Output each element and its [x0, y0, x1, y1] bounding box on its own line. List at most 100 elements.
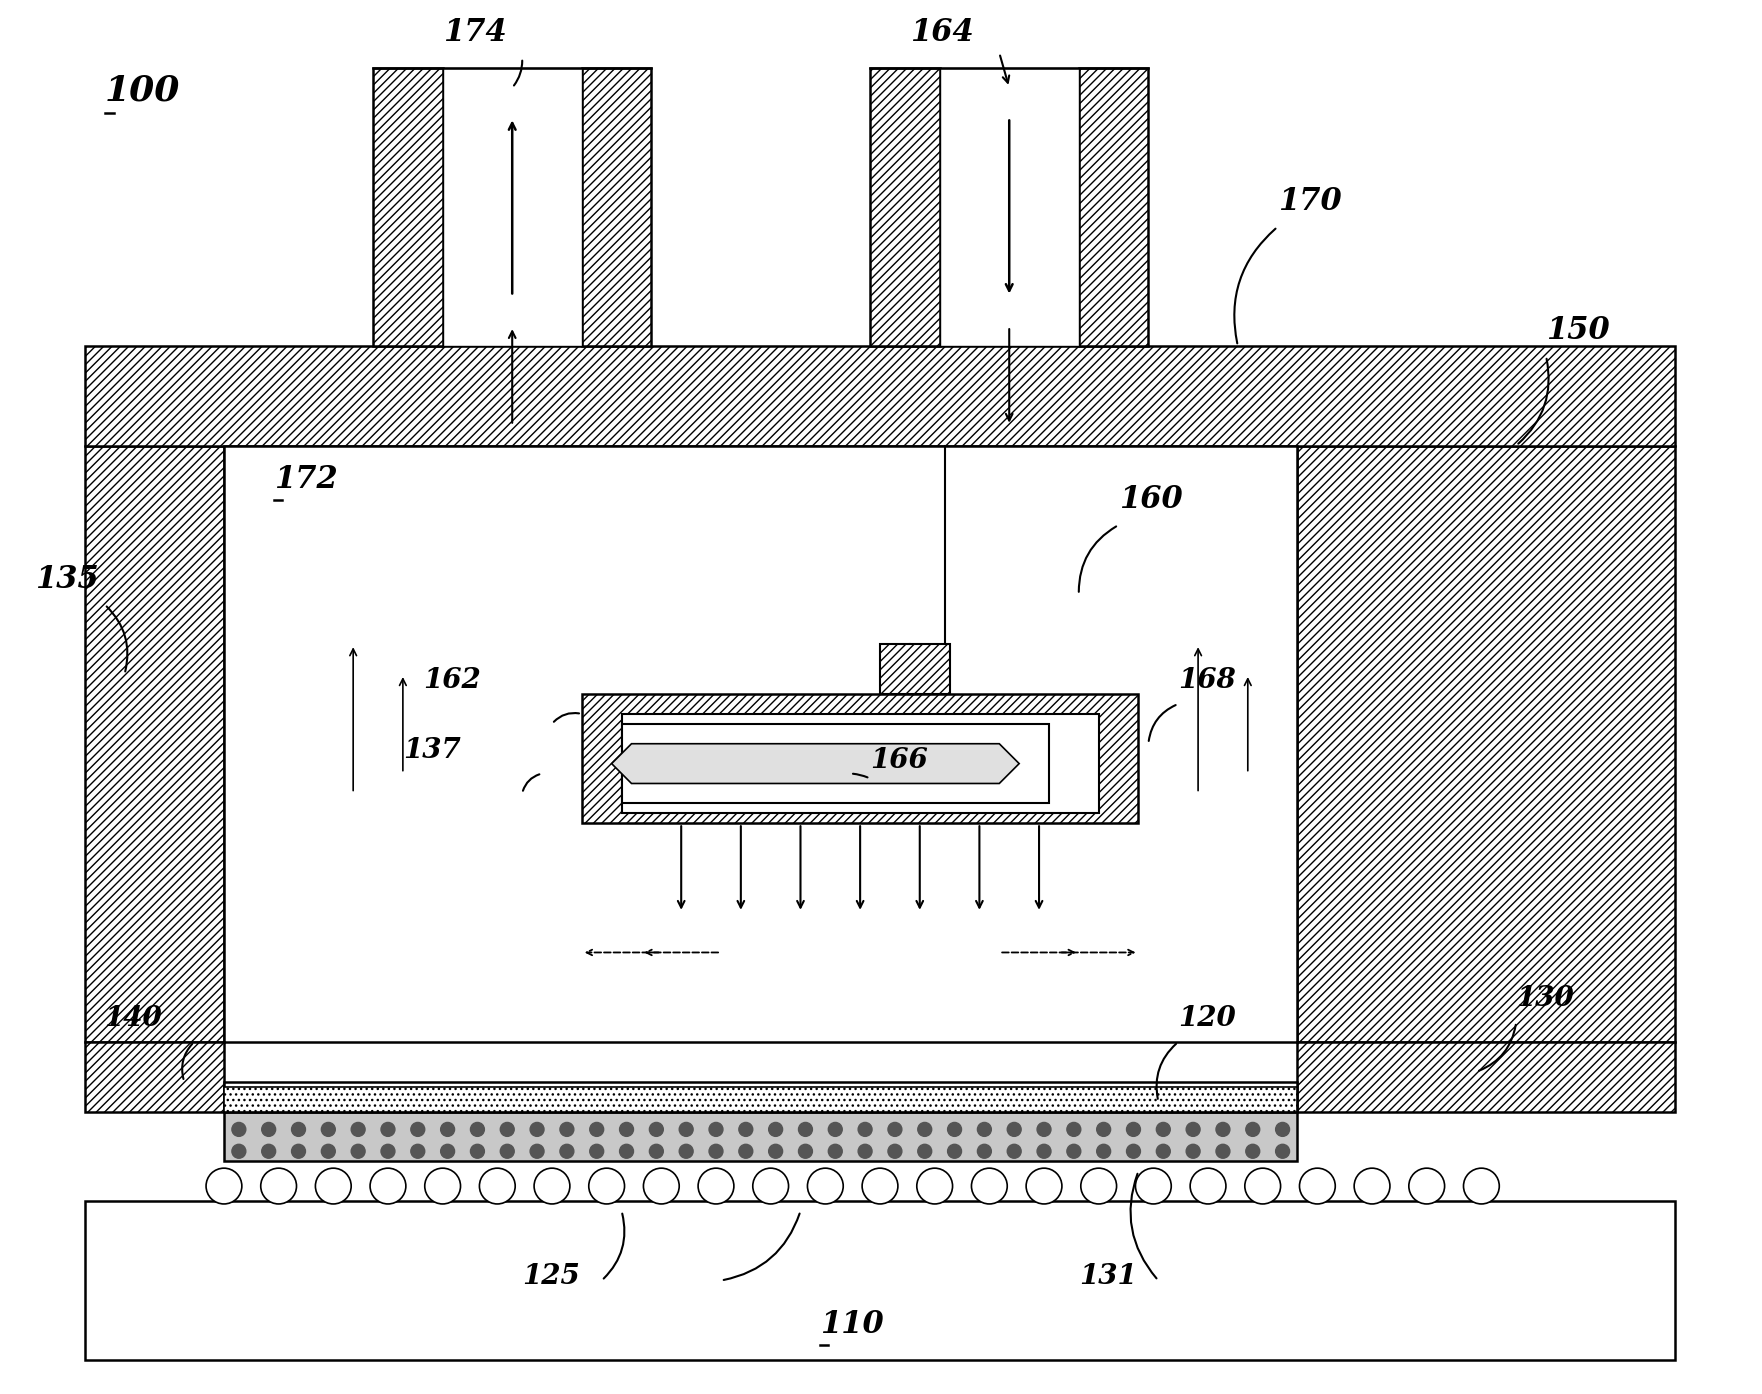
Circle shape	[263, 1122, 275, 1136]
Circle shape	[530, 1122, 544, 1136]
Text: 125: 125	[522, 1263, 580, 1291]
Circle shape	[206, 1168, 241, 1204]
Circle shape	[978, 1144, 992, 1158]
Circle shape	[315, 1168, 351, 1204]
Bar	[85, 446, 224, 1041]
Circle shape	[862, 1168, 899, 1204]
Polygon shape	[611, 744, 1018, 783]
Circle shape	[1008, 1144, 1022, 1158]
Circle shape	[888, 1122, 902, 1136]
Circle shape	[807, 1168, 844, 1204]
Circle shape	[678, 1122, 692, 1136]
Circle shape	[620, 1122, 634, 1136]
Circle shape	[1246, 1144, 1260, 1158]
Circle shape	[1126, 1122, 1140, 1136]
Circle shape	[470, 1144, 485, 1158]
Circle shape	[971, 1168, 1008, 1204]
Bar	[939, 68, 1078, 346]
Text: 174: 174	[442, 17, 506, 47]
Circle shape	[1038, 1122, 1050, 1136]
Text: 168: 168	[1179, 666, 1235, 694]
Circle shape	[620, 1144, 634, 1158]
Text: 135: 135	[35, 563, 99, 595]
Bar	[442, 68, 581, 346]
Circle shape	[1216, 1144, 1230, 1158]
Circle shape	[590, 1122, 604, 1136]
Circle shape	[1126, 1144, 1140, 1158]
Circle shape	[828, 1144, 842, 1158]
Bar	[224, 1082, 1297, 1111]
Bar	[870, 68, 939, 346]
Bar	[224, 446, 1297, 1041]
Text: 166: 166	[870, 747, 929, 774]
Circle shape	[440, 1122, 455, 1136]
Circle shape	[948, 1122, 962, 1136]
Circle shape	[738, 1122, 752, 1136]
Circle shape	[678, 1144, 692, 1158]
Circle shape	[560, 1144, 574, 1158]
Circle shape	[1135, 1168, 1172, 1204]
Circle shape	[798, 1122, 812, 1136]
Circle shape	[440, 1144, 455, 1158]
Circle shape	[351, 1122, 365, 1136]
Circle shape	[1216, 1122, 1230, 1136]
Circle shape	[291, 1122, 305, 1136]
Circle shape	[738, 1144, 752, 1158]
Circle shape	[1244, 1168, 1281, 1204]
Text: 162: 162	[423, 666, 481, 694]
Text: 160: 160	[1119, 484, 1182, 516]
Circle shape	[918, 1144, 932, 1158]
Circle shape	[1410, 1168, 1445, 1204]
Circle shape	[650, 1144, 663, 1158]
Circle shape	[643, 1168, 678, 1204]
Bar	[879, 644, 950, 694]
Circle shape	[321, 1144, 335, 1158]
Text: 130: 130	[1515, 986, 1573, 1012]
Circle shape	[534, 1168, 569, 1204]
Circle shape	[1025, 1168, 1062, 1204]
Circle shape	[798, 1144, 812, 1158]
Circle shape	[1066, 1144, 1080, 1158]
Text: 140: 140	[104, 1005, 162, 1032]
Circle shape	[1276, 1144, 1290, 1158]
Text: 170: 170	[1277, 185, 1341, 217]
Circle shape	[411, 1122, 425, 1136]
Circle shape	[530, 1144, 544, 1158]
Circle shape	[948, 1144, 962, 1158]
Text: 150: 150	[1545, 315, 1610, 346]
Circle shape	[698, 1168, 735, 1204]
Circle shape	[978, 1122, 992, 1136]
Circle shape	[1300, 1168, 1336, 1204]
Circle shape	[370, 1168, 405, 1204]
Circle shape	[381, 1144, 395, 1158]
Circle shape	[589, 1168, 624, 1204]
Bar	[622, 723, 1048, 803]
Text: 172: 172	[273, 464, 337, 495]
Bar	[224, 1087, 1297, 1111]
Bar	[581, 68, 652, 346]
Circle shape	[261, 1168, 296, 1204]
Bar	[1078, 68, 1149, 346]
Text: 100: 100	[104, 74, 180, 107]
Bar	[374, 68, 442, 346]
Circle shape	[1246, 1122, 1260, 1136]
Circle shape	[768, 1122, 782, 1136]
Circle shape	[1096, 1122, 1110, 1136]
Circle shape	[590, 1144, 604, 1158]
Circle shape	[291, 1144, 305, 1158]
Text: 137: 137	[403, 736, 460, 764]
Circle shape	[351, 1144, 365, 1158]
Circle shape	[500, 1122, 515, 1136]
Circle shape	[1038, 1144, 1050, 1158]
Circle shape	[233, 1144, 247, 1158]
Bar	[85, 346, 1676, 446]
Circle shape	[650, 1122, 663, 1136]
Circle shape	[828, 1122, 842, 1136]
Circle shape	[708, 1144, 722, 1158]
Circle shape	[1156, 1144, 1170, 1158]
Circle shape	[1276, 1122, 1290, 1136]
Circle shape	[560, 1122, 574, 1136]
Circle shape	[1189, 1168, 1226, 1204]
Circle shape	[381, 1122, 395, 1136]
Bar	[224, 1111, 1297, 1161]
